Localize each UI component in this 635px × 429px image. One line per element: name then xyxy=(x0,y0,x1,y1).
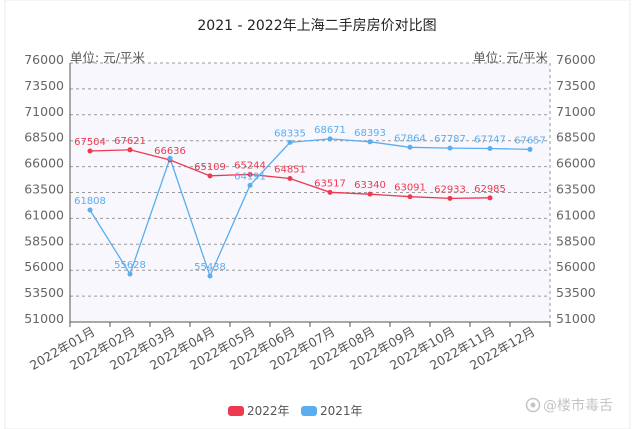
series-1-point-0[interactable] xyxy=(87,207,93,213)
series-1-point-8[interactable] xyxy=(407,144,413,150)
legend-swatch-2021[interactable] xyxy=(301,406,317,416)
series-1-label-7: 68393 xyxy=(354,128,386,139)
legend-label-2022[interactable]: 2022年 xyxy=(247,404,290,418)
series-1-label-5: 68335 xyxy=(274,128,306,139)
series-1-label-1: 55628 xyxy=(114,260,146,271)
y-tick-label-right: 71000 xyxy=(556,104,596,119)
series-0-point-1[interactable] xyxy=(127,147,133,153)
y-tick-label-left: 71000 xyxy=(24,104,64,119)
series-1-label-10: 67747 xyxy=(474,135,506,146)
chart-title: 2021 - 2022年上海二手房房价对比图 xyxy=(197,18,436,34)
series-1-label-3: 55438 xyxy=(194,262,226,273)
watermark-logo-icon xyxy=(525,397,541,413)
y-tick-label-left: 56000 xyxy=(24,259,64,274)
series-1-point-7[interactable] xyxy=(367,139,373,145)
series-0-point-9[interactable] xyxy=(447,195,453,201)
series-0-point-10[interactable] xyxy=(487,195,493,201)
legend: 2022年 2021年 xyxy=(228,404,363,418)
series-1-point-2[interactable] xyxy=(167,155,173,161)
watermark-logo-dot-icon xyxy=(530,402,536,408)
legend-item-2022[interactable]: 2022年 xyxy=(228,404,290,418)
series-1-label-0: 61808 xyxy=(74,196,106,207)
series-1-point-9[interactable] xyxy=(447,145,453,151)
series-0-label-5: 64851 xyxy=(274,165,306,176)
series-0-label-7: 63340 xyxy=(354,180,386,191)
y-tick-labels-right: 76000 73500 71000 68500 66000 63500 61000 58500… xyxy=(556,52,596,326)
y-tick-label-left: 51000 xyxy=(24,311,64,326)
y-tick-label-right: 76000 xyxy=(556,52,596,67)
series-0-point-3[interactable] xyxy=(207,173,213,179)
legend-item-2021[interactable]: 2021年 xyxy=(301,404,363,418)
series-0-point-7[interactable] xyxy=(367,191,373,197)
y-tick-label-right: 73500 xyxy=(556,78,596,93)
series-0-label-3: 65109 xyxy=(194,162,226,173)
unit-label-right: 单位: 元/平米 xyxy=(473,50,548,65)
series-1-label-11: 67657 xyxy=(514,135,546,146)
series-1-point-4[interactable] xyxy=(247,182,253,188)
series-0-point-8[interactable] xyxy=(407,194,413,200)
y-tick-label-left: 73500 xyxy=(24,78,64,93)
series-1-label-4: 64191 xyxy=(234,171,266,182)
series-1-point-11[interactable] xyxy=(527,146,533,152)
series-0-label-10: 62985 xyxy=(474,184,506,195)
legend-swatch-2022[interactable] xyxy=(228,406,244,416)
series-1-point-5[interactable] xyxy=(287,139,293,145)
y-tick-label-left: 76000 xyxy=(24,52,64,67)
y-tick-label-right: 53500 xyxy=(556,285,596,300)
series-0-point-5[interactable] xyxy=(287,176,293,182)
series-0-label-2: 66636 xyxy=(154,146,186,157)
watermark: @楼市毒舌 xyxy=(525,397,613,414)
y-tick-labels-left: 76000 73500 71000 68500 66000 63500 61000 58500… xyxy=(24,52,64,326)
y-tick-label-left: 63500 xyxy=(24,182,64,197)
series-0-label-9: 62933 xyxy=(434,184,466,195)
series-0-label-4: 65244 xyxy=(234,160,266,171)
series-1-point-10[interactable] xyxy=(487,146,493,152)
series-1-point-3[interactable] xyxy=(207,273,213,279)
series-1-label-8: 67864 xyxy=(394,133,426,144)
y-tick-label-left: 68500 xyxy=(24,130,64,145)
y-tick-label-left: 66000 xyxy=(24,156,64,171)
series-1-label-9: 67787 xyxy=(434,134,466,145)
y-tick-label-right: 56000 xyxy=(556,259,596,274)
series-1-line xyxy=(89,138,531,278)
series-0-point-6[interactable] xyxy=(327,189,333,195)
y-tick-label-right: 61000 xyxy=(556,207,596,222)
y-tick-label-right: 68500 xyxy=(556,130,596,145)
series-0-label-6: 63517 xyxy=(314,178,346,189)
unit-label-left: 单位: 元/平米 xyxy=(70,50,145,65)
series-1-point-1[interactable] xyxy=(127,271,133,277)
y-tick-label-right: 63500 xyxy=(556,182,596,197)
legend-label-2021[interactable]: 2021年 xyxy=(320,404,363,418)
series-0-point-0[interactable] xyxy=(87,148,93,154)
series-1-label-6: 68671 xyxy=(314,125,346,136)
y-tick-label-left: 53500 xyxy=(24,285,64,300)
grid-lines xyxy=(70,62,550,297)
watermark-text: @楼市毒舌 xyxy=(543,397,613,414)
series-layer: 67504 67621 66636 65109 65244 64851 63517 63340… xyxy=(74,125,546,279)
series-0-label-0: 67504 xyxy=(74,137,106,148)
series-0-label-8: 63091 xyxy=(394,183,426,194)
y-tick-label-right: 51000 xyxy=(556,311,596,326)
series-0-label-1: 67621 xyxy=(114,136,146,147)
y-tick-label-left: 61000 xyxy=(24,207,64,222)
series-1-point-6[interactable] xyxy=(327,136,333,142)
series-0-point-4[interactable] xyxy=(247,171,253,177)
y-tick-label-left: 58500 xyxy=(24,233,64,248)
y-tick-label-right: 66000 xyxy=(556,156,596,171)
y-tick-label-right: 58500 xyxy=(556,233,596,248)
